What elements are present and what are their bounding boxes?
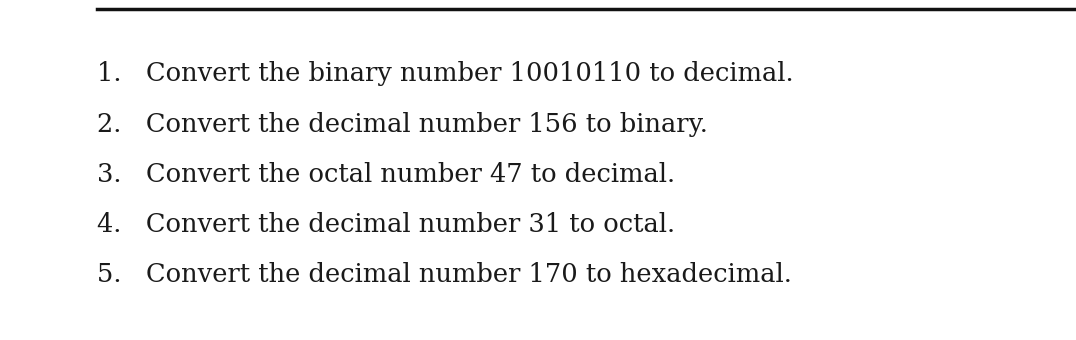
Text: 1.   Convert the binary number 10010110 to decimal.: 1. Convert the binary number 10010110 to… (97, 61, 793, 86)
Text: 4.   Convert the decimal number 31 to octal.: 4. Convert the decimal number 31 to octa… (97, 212, 675, 237)
Text: 2.   Convert the decimal number 156 to binary.: 2. Convert the decimal number 156 to bin… (97, 112, 708, 137)
Text: 3.   Convert the octal number 47 to decimal.: 3. Convert the octal number 47 to decima… (97, 162, 675, 187)
Text: 5.   Convert the decimal number 170 to hexadecimal.: 5. Convert the decimal number 170 to hex… (97, 262, 792, 288)
